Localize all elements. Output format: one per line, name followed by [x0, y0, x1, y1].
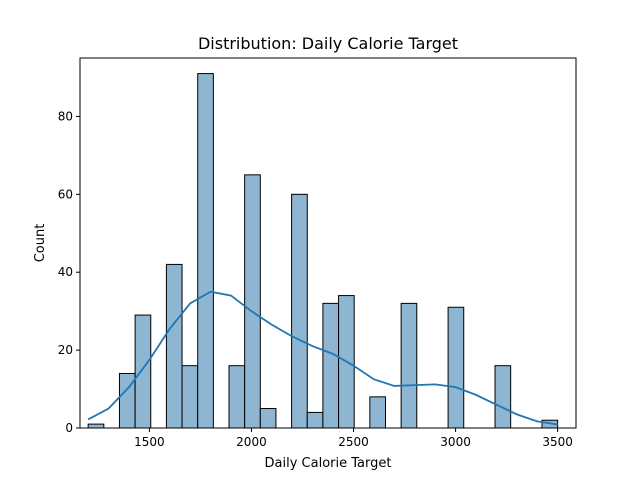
- chart-title: Distribution: Daily Calorie Target: [198, 34, 458, 53]
- x-tick-label: 2000: [236, 435, 267, 449]
- histogram-bar: [291, 193, 308, 429]
- histogram-bar: [306, 411, 324, 429]
- y-axis-label: Count: [33, 224, 48, 263]
- histogram-bar: [447, 306, 465, 429]
- histogram-bar: [134, 314, 152, 429]
- x-tick-label: 1500: [134, 435, 165, 449]
- x-tick-label: 3500: [542, 435, 573, 449]
- bars-group: [87, 73, 559, 429]
- x-axis-label: Daily Calorie Target: [265, 456, 392, 471]
- y-axis-ticks: 0 20 40 60 80: [58, 109, 80, 435]
- histogram-bar: [244, 174, 261, 429]
- y-tick-label: 0: [65, 421, 73, 435]
- histogram-bar: [369, 396, 386, 429]
- histogram-bar: [400, 302, 418, 429]
- histogram-bar: [494, 365, 512, 429]
- kde-line: [87, 290, 558, 426]
- histogram-bar: [87, 423, 105, 429]
- y-tick-label: 40: [58, 265, 73, 279]
- histogram-bar: [322, 302, 340, 429]
- y-tick-label: 60: [58, 187, 73, 201]
- plot-frame: [79, 57, 577, 429]
- histogram-bar: [165, 263, 183, 429]
- y-tick-label: 20: [58, 343, 73, 357]
- y-tick-label: 80: [58, 109, 73, 123]
- histogram-bar: [228, 365, 246, 429]
- histogram-bar: [259, 408, 277, 429]
- histogram-bar: [197, 73, 214, 429]
- histogram-bar: [181, 365, 199, 429]
- x-axis-ticks: 1500 2000 2500 3000 3500: [134, 428, 573, 449]
- x-tick-label: 2500: [338, 435, 369, 449]
- x-tick-label: 3000: [440, 435, 471, 449]
